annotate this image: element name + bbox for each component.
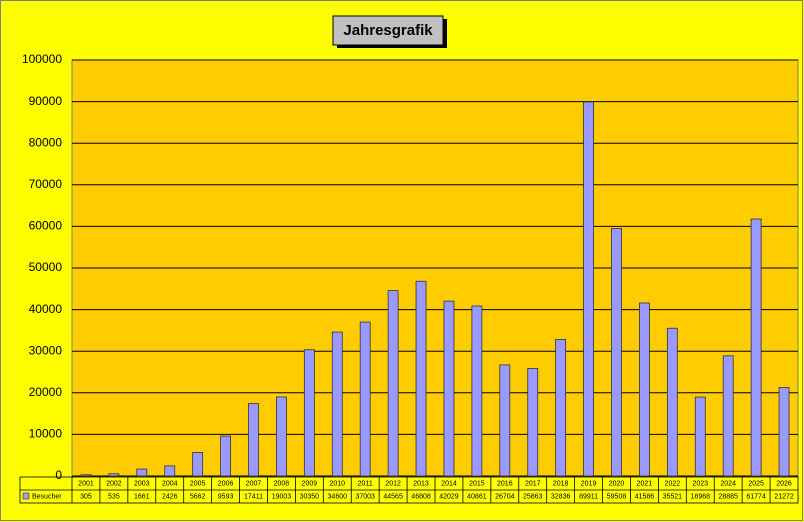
bar (471, 305, 483, 477)
bar (192, 452, 204, 477)
table-value: 44565 (383, 493, 403, 500)
x-tick-label: 2007 (246, 480, 262, 487)
x-tick-label: 2002 (106, 480, 122, 487)
y-tick-label: 80000 (29, 135, 63, 149)
table-value: 42029 (439, 493, 459, 500)
table-value: 59508 (607, 493, 627, 500)
bar (359, 321, 371, 477)
bar (722, 355, 734, 477)
table-value: 9593 (218, 493, 234, 500)
bar (778, 387, 790, 477)
bar (443, 300, 455, 477)
bar (415, 280, 427, 477)
table-value: 5662 (190, 493, 206, 500)
x-tick-label: 2004 (162, 480, 178, 487)
table-value: 46808 (411, 493, 431, 500)
y-tick-label: 10000 (29, 427, 63, 441)
bar (499, 364, 511, 477)
table-value: 30350 (300, 493, 320, 500)
table-value: 28885 (718, 493, 738, 500)
x-tick-label: 2018 (553, 480, 569, 487)
table-value: 37003 (355, 493, 375, 500)
x-tick-label: 2023 (692, 480, 708, 487)
x-tick-label: 2008 (274, 480, 290, 487)
x-tick-label: 2005 (190, 480, 206, 487)
x-tick-label: 2013 (413, 480, 429, 487)
x-tick-label: 2009 (302, 480, 318, 487)
x-tick-label: 2024 (720, 480, 736, 487)
table-value: 18968 (691, 493, 711, 500)
bar (108, 473, 120, 477)
y-tick-label: 100000 (22, 52, 62, 66)
y-tick-label: 50000 (29, 260, 63, 274)
bar (248, 403, 259, 477)
bar (555, 339, 567, 477)
y-tick-label: 20000 (29, 385, 63, 399)
y-tick-label: 60000 (29, 219, 63, 233)
y-tick-label: 30000 (29, 343, 63, 357)
bar (331, 331, 343, 477)
chart-title: Jahresgrafik (343, 22, 433, 39)
table-value: 17411 (244, 493, 263, 500)
x-tick-label: 2003 (134, 480, 150, 487)
bar (527, 368, 539, 477)
table-value: 2426 (162, 493, 178, 500)
x-tick-label: 2015 (469, 480, 485, 487)
y-tick-label: 40000 (29, 302, 63, 316)
bar (583, 101, 594, 477)
bar (136, 468, 148, 477)
y-tick-label: 90000 (29, 94, 63, 108)
x-tick-label: 2019 (581, 480, 597, 487)
table-value: 1661 (134, 493, 150, 500)
x-tick-label: 2022 (665, 480, 681, 487)
bar (164, 465, 176, 477)
bar (611, 228, 622, 477)
table-value: 25863 (523, 493, 543, 500)
bar (639, 302, 650, 477)
x-tick-label: 2014 (441, 480, 457, 487)
table-value: 32836 (551, 493, 571, 500)
legend-key (22, 492, 30, 500)
table-value: 40861 (467, 493, 487, 500)
table-value: 535 (108, 493, 120, 500)
bar (220, 435, 231, 477)
bar (80, 474, 92, 477)
table-value: 19003 (272, 493, 292, 500)
bar (750, 218, 762, 477)
x-tick-label: 2020 (609, 480, 625, 487)
table-value: 34600 (328, 493, 348, 500)
table-value: 35521 (663, 493, 683, 500)
y-tick-label: 0 (55, 468, 62, 482)
x-tick-label: 2010 (329, 480, 345, 487)
bar (387, 290, 399, 477)
bar (694, 396, 706, 477)
table-value: 61774 (746, 493, 766, 500)
x-tick-label: 2001 (78, 480, 94, 487)
bar (303, 349, 315, 477)
x-tick-label: 2017 (525, 480, 541, 487)
table-value: 89911 (579, 493, 598, 500)
x-tick-label: 2021 (637, 480, 653, 487)
table-value: 21272 (774, 493, 794, 500)
x-tick-label: 2011 (358, 480, 373, 487)
table-value: 41586 (635, 493, 655, 500)
x-tick-label: 2026 (776, 480, 792, 487)
table-value: 26704 (495, 493, 515, 500)
y-tick-label: 70000 (29, 177, 63, 191)
x-tick-label: 2012 (385, 480, 401, 487)
x-tick-label: 2006 (218, 480, 234, 487)
x-tick-label: 2025 (748, 480, 764, 487)
bar (276, 396, 287, 477)
table-value: 305 (80, 493, 92, 500)
legend-label: Besucher (32, 493, 62, 500)
title-box (332, 15, 444, 46)
x-tick-label: 2016 (497, 480, 513, 487)
bar (666, 327, 678, 477)
